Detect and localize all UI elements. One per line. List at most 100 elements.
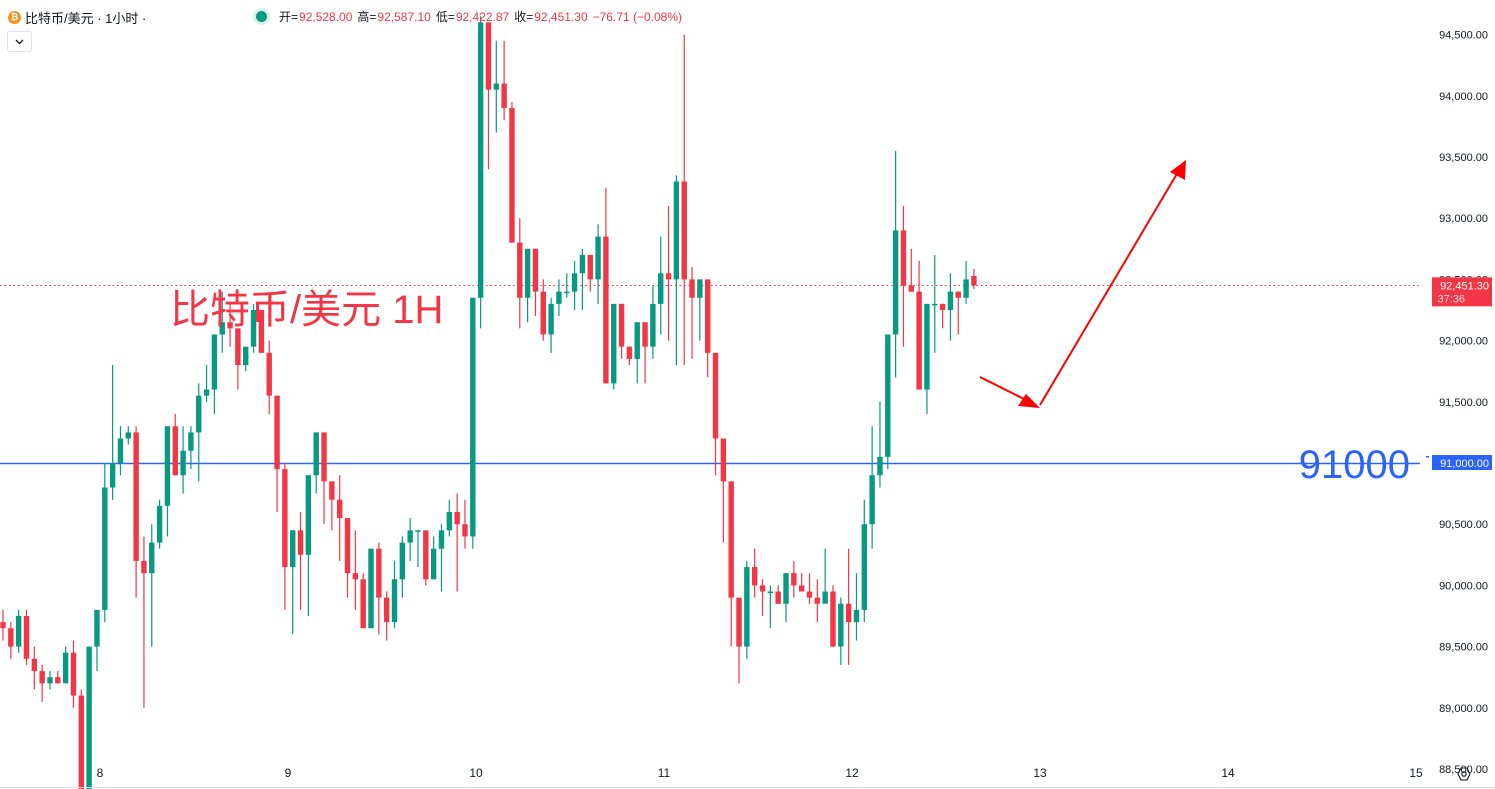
ohlc-legend: 开= 92,528.00 高= 92,587.10 低= 92,422.87 收= 92…	[256, 8, 687, 25]
candle	[78, 695, 84, 789]
candle	[736, 597, 742, 647]
candle	[720, 438, 727, 482]
close-value: 92,451.30	[534, 9, 588, 24]
price-tick: 90,500.00	[1439, 519, 1488, 531]
candle	[203, 389, 210, 396]
candle	[532, 248, 539, 292]
candle	[55, 677, 61, 684]
candle	[892, 230, 899, 335]
candle	[125, 432, 131, 439]
close-label: 收=	[514, 10, 534, 24]
price-tick: 88,500.00	[1439, 764, 1488, 776]
candle	[900, 230, 907, 286]
candle	[603, 236, 609, 384]
time-tick: 9	[285, 766, 292, 780]
candle	[524, 248, 531, 298]
candles	[0, 16, 977, 789]
candle	[908, 285, 914, 292]
candle	[697, 279, 703, 298]
candle	[509, 108, 515, 243]
candle	[877, 456, 883, 476]
candle	[0, 622, 6, 629]
candle	[368, 548, 374, 629]
candle	[344, 518, 351, 574]
time-tick: 10	[469, 766, 483, 780]
candle	[869, 475, 875, 525]
svg-text:91,000.00: 91,000.00	[1440, 458, 1489, 470]
candle	[31, 658, 38, 672]
candle	[806, 591, 813, 598]
candle	[313, 432, 319, 476]
price-tick: 91,500.00	[1439, 397, 1488, 409]
low-label: 低=	[435, 10, 455, 24]
candle	[15, 616, 22, 647]
candle	[462, 524, 468, 537]
candle	[689, 279, 695, 298]
price-axis[interactable]: 98,500.0098,000.0097,500.0097,000.0096,5…	[1426, 0, 1492, 789]
candle	[180, 450, 186, 476]
candle	[227, 322, 233, 329]
candle	[759, 585, 766, 592]
candle	[556, 291, 562, 304]
candle	[62, 652, 69, 684]
candle	[423, 530, 429, 580]
candle	[665, 273, 672, 280]
time-tick: 12	[845, 766, 859, 780]
candle	[470, 297, 476, 537]
gear-icon[interactable]	[1457, 767, 1471, 781]
candle	[751, 567, 758, 586]
price-badge	[1432, 455, 1492, 470]
candle	[258, 310, 265, 353]
change-value: −76.71 (−0.08%)	[592, 9, 683, 24]
candle	[861, 524, 867, 610]
candle	[501, 83, 507, 109]
candle	[955, 291, 961, 298]
candle	[39, 671, 45, 684]
candle	[744, 567, 750, 647]
candle	[219, 322, 225, 335]
candle	[822, 591, 828, 604]
candle	[595, 236, 601, 280]
open-label: 开=	[279, 10, 299, 24]
candle	[540, 291, 546, 335]
candle	[290, 530, 296, 568]
candle	[266, 352, 272, 396]
candle	[149, 542, 155, 574]
price-tick: 94,500.00	[1439, 30, 1488, 42]
time-tick: 14	[1221, 766, 1235, 780]
candle	[673, 181, 680, 280]
candle	[415, 530, 421, 532]
candle	[587, 254, 593, 280]
candle	[250, 310, 257, 347]
level-label-91000: 91000	[1299, 443, 1410, 487]
candle	[611, 303, 617, 384]
candle	[845, 603, 852, 623]
candle	[297, 530, 304, 555]
candle	[47, 677, 53, 684]
time-tick: 15	[1409, 766, 1423, 780]
candle	[23, 616, 30, 659]
candle	[438, 530, 445, 549]
forecast-arrows[interactable]	[979, 160, 1186, 408]
candle	[336, 499, 343, 519]
symbol-title: 比特币/美元 · 1小时 ·	[25, 11, 147, 26]
candle	[102, 487, 108, 610]
candle	[916, 291, 922, 390]
candle	[430, 548, 437, 580]
candle	[634, 322, 640, 359]
bitcoin-icon: ₿	[8, 11, 21, 24]
collapse-legend-button[interactable]	[7, 31, 32, 52]
overlay-title: 比特币/美元 1H	[170, 288, 443, 332]
candle	[94, 609, 100, 647]
candle	[517, 242, 523, 298]
candle	[548, 303, 554, 335]
candle	[712, 352, 719, 439]
candle	[705, 279, 711, 353]
candle	[924, 303, 930, 390]
time-axis[interactable]: 8 9 10 11 12 13 14 15	[97, 766, 1423, 780]
candle	[109, 463, 116, 488]
symbol-header[interactable]: ₿ 比特币/美元 · 1小时 ·	[8, 8, 146, 27]
candle	[454, 511, 460, 525]
candle	[141, 560, 147, 574]
